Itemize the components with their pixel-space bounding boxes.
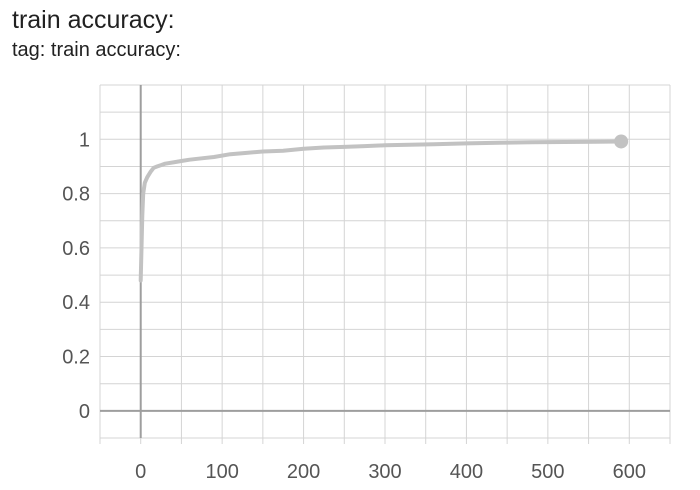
- x-tick-label: 0: [135, 461, 146, 483]
- x-tick-label: 100: [205, 461, 238, 483]
- x-tick-label: 400: [450, 461, 483, 483]
- x-tick-label: 600: [613, 461, 646, 483]
- last-point-marker: [614, 134, 629, 149]
- chart-title: train accuracy:: [12, 6, 175, 34]
- y-tick-label: 0.6: [62, 238, 90, 260]
- chart-tag: tag: train accuracy:: [12, 39, 181, 61]
- y-tick-label: 0.8: [62, 184, 90, 206]
- y-tick-label: 0.2: [62, 347, 90, 369]
- y-tick-label: 1: [79, 129, 90, 151]
- x-tick-label: 200: [287, 461, 320, 483]
- series-line: [138, 139, 624, 283]
- x-tick-label: 300: [368, 461, 401, 483]
- y-tick-label: 0: [79, 401, 90, 423]
- y-tick-label: 0.4: [62, 292, 90, 314]
- x-tick-label: 500: [531, 461, 564, 483]
